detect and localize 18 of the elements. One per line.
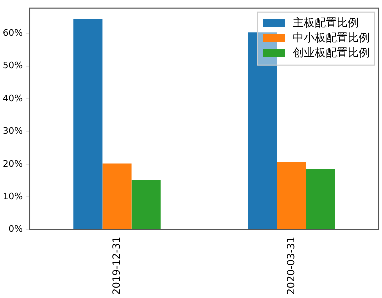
legend-label: 中小板配置比例	[293, 31, 370, 44]
y-tick-label: 50%	[2, 62, 24, 72]
bar	[277, 162, 306, 230]
y-tick-label: 30%	[2, 127, 24, 138]
bar	[248, 32, 278, 230]
y-tick-label: 20%	[2, 160, 24, 170]
x-tick-label: 2020-03-31	[286, 236, 298, 296]
y-tick-label: 10%	[2, 192, 24, 203]
bar	[132, 180, 161, 230]
bar	[102, 164, 132, 230]
y-tick-label: 40%	[2, 94, 24, 104]
x-tick-label: 2019-12-31	[112, 236, 123, 296]
legend-label: 创业板配置比例	[293, 46, 370, 60]
bar	[306, 169, 336, 230]
y-tick-label: 0%	[8, 225, 24, 236]
y-tick-label: 60%	[2, 28, 24, 39]
bar	[74, 19, 103, 230]
legend-label: 主板配置比例	[293, 16, 359, 30]
